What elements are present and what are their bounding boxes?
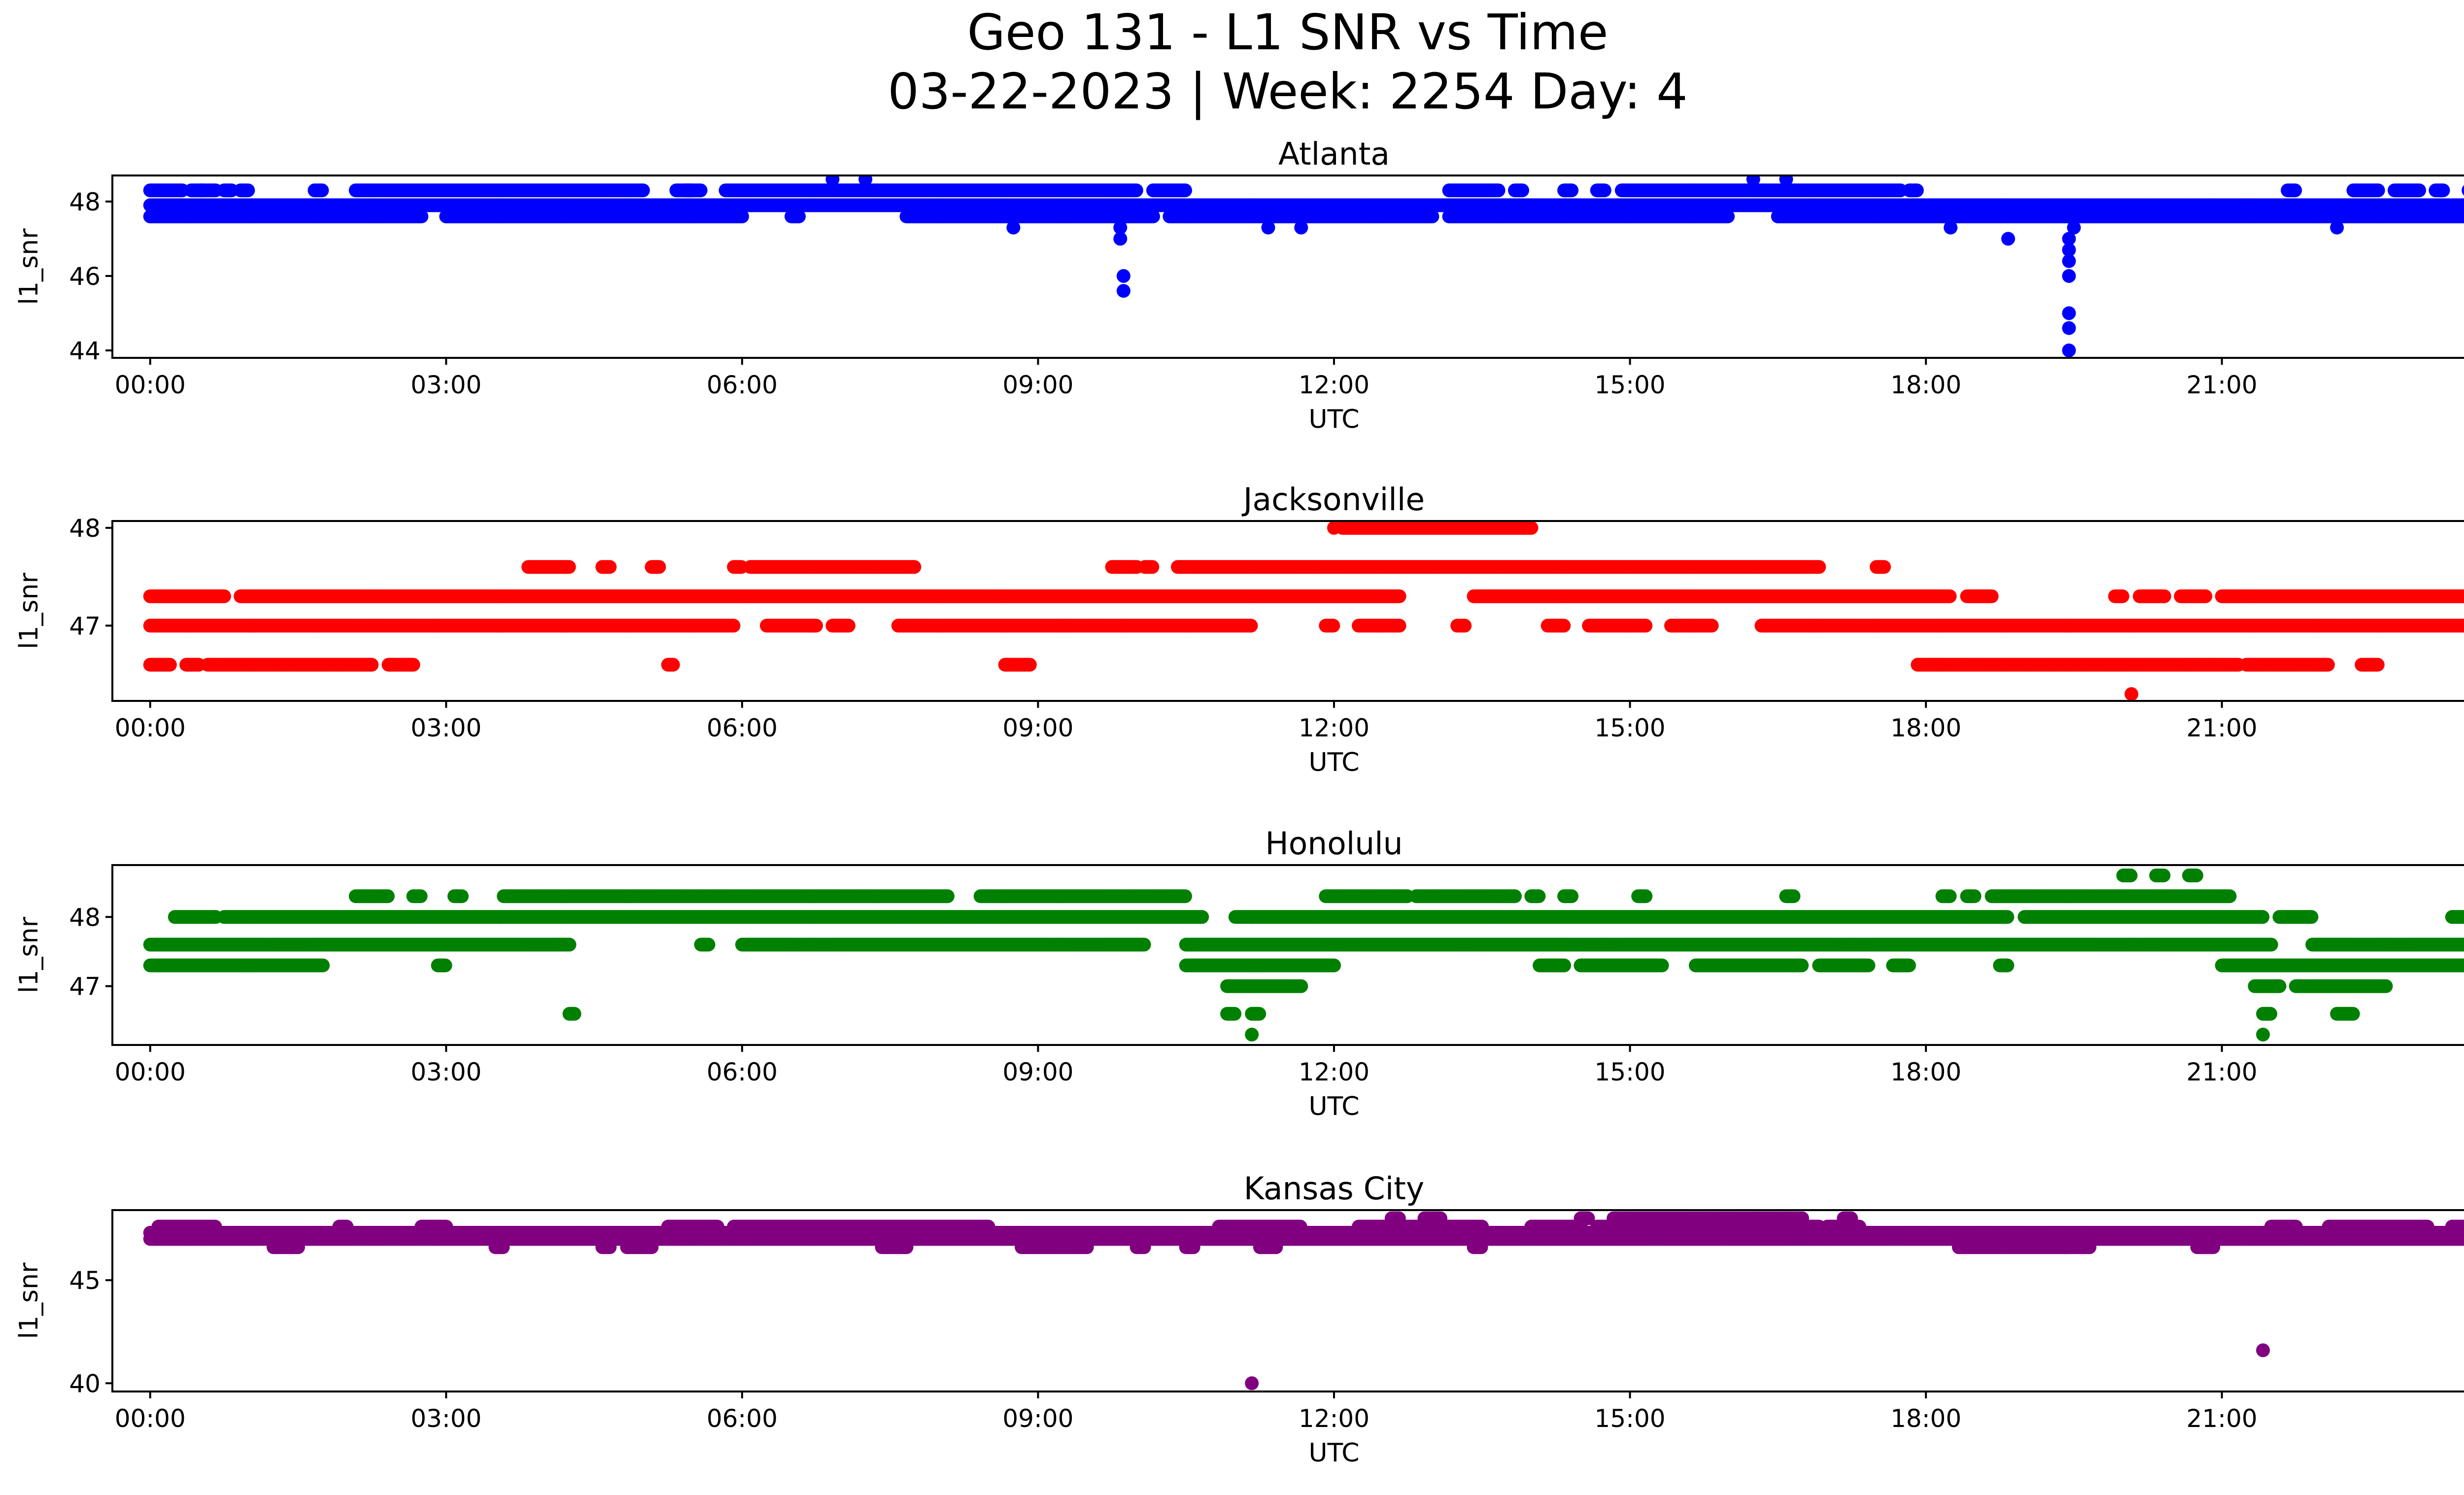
scatter-point (1721, 209, 1735, 224)
scatter-point (1116, 284, 1130, 298)
scatter-point (1116, 269, 1130, 283)
y-tick-label: 48 (69, 188, 101, 216)
scatter-point (2436, 183, 2450, 198)
scatter-point (1565, 183, 1579, 198)
scatter-point (2062, 343, 2076, 357)
scatter-point (735, 209, 749, 224)
chart-panel: Atlanta 00:00 03:00 06:00 09:00 12:00 15:00 18:… (14, 136, 2464, 434)
scatter-point (1515, 183, 1529, 198)
x-axis-label: UTC (1308, 405, 1359, 434)
scatter-point (1006, 220, 1021, 235)
y-tick-label: 44 (69, 337, 101, 365)
scatter-point (241, 183, 255, 198)
scatter-point (1491, 183, 1506, 198)
scatter-point (315, 183, 329, 198)
x-tick-label: 12:00 (1299, 371, 1369, 399)
scatter-point (1944, 220, 1958, 235)
scatter-point (2062, 321, 2076, 335)
x-tick-label: 15:00 (1595, 371, 1666, 399)
scatter-point (2001, 232, 2015, 246)
scatter-point (414, 209, 429, 224)
x-tick-label: 06:00 (707, 371, 778, 399)
y-axis-label: l1_snr (14, 228, 44, 305)
figure-title-line-1: Geo 131 - L1 SNR vs Time (967, 3, 1608, 61)
scatter-point (2288, 183, 2302, 198)
scatter-point (636, 183, 650, 198)
scatter-point (217, 589, 231, 603)
scatter-point (2412, 183, 2427, 198)
scatter-point (1129, 183, 1143, 198)
scatter-point (1146, 209, 1160, 224)
scatter-point (2062, 254, 2076, 268)
panel-title: Jacksonville (1241, 482, 1425, 518)
scatter-point (2330, 220, 2344, 235)
x-tick-label: 09:00 (1002, 371, 1073, 399)
scatter-point (2062, 269, 2076, 283)
scatter-point (792, 209, 806, 224)
scatter-point (1294, 220, 1308, 235)
figure-title-line-2: 03-22-2023 | Week: 2254 Day: 4 (888, 63, 1687, 120)
x-tick-label: 21:00 (2187, 371, 2258, 399)
scatter-point (1910, 183, 1924, 198)
scatter-point (2371, 183, 2385, 198)
x-tick-label: 18:00 (1890, 371, 1961, 399)
scatter-point (1597, 183, 1611, 198)
scatter-point (1178, 183, 1192, 198)
y-tick-label: 46 (69, 262, 101, 291)
scatter-point (2062, 306, 2076, 320)
scatter-point (1425, 209, 1439, 224)
scatter-point (1113, 220, 1128, 235)
scatter-point (693, 183, 708, 198)
x-tick-label: 00:00 (115, 371, 186, 399)
data-points (143, 175, 2464, 357)
scatter-point (1261, 220, 1275, 235)
chart-panels: Atlanta 00:00 03:00 06:00 09:00 12:00 15:00 18:… (14, 136, 2464, 1468)
scatter-point (2463, 212, 2464, 220)
x-tick-label: 03:00 (411, 371, 481, 399)
panel-title: Atlanta (1278, 136, 1390, 172)
